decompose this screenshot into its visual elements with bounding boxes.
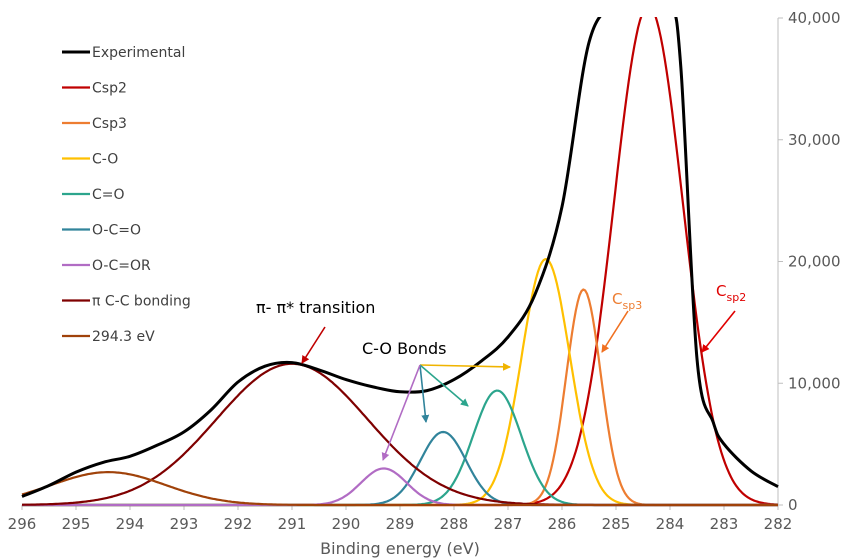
- x-tick-label: 291: [278, 515, 307, 533]
- x-tick-label: 294: [116, 515, 145, 533]
- legend-label-csp3: Csp3: [92, 116, 127, 132]
- x-tick-label: 284: [656, 515, 685, 533]
- csp3-label-sub: sp3: [622, 299, 642, 312]
- x-tick-label: 285: [602, 515, 631, 533]
- y-tick-labels: 0 10,000 20,000 30,000 40,000: [788, 9, 841, 514]
- co-to-o-c-eq-or-arrow: [381, 364, 421, 461]
- x-tick-label: 296: [8, 515, 37, 533]
- csp2-arrow: [701, 310, 736, 353]
- y-tick-label: 20,000: [788, 253, 841, 271]
- legend-label-c-o: C-O: [92, 152, 118, 168]
- y-tick-marks: [778, 17, 783, 506]
- pi-transition-arrow: [301, 326, 326, 364]
- series-line-o-c-or: [22, 467, 778, 507]
- y-tick-label: 40,000: [788, 9, 841, 27]
- co-to-c-o-arrow: [419, 362, 511, 371]
- y-tick-label: 0: [788, 496, 798, 514]
- series-line-o-c-o: [22, 430, 778, 507]
- x-axis-title: Binding energy (eV): [320, 539, 480, 558]
- x-tick-label: 283: [710, 515, 739, 533]
- legend-label-o-c-or: O-C=OR: [92, 258, 151, 274]
- x-tick-label: 290: [332, 515, 361, 533]
- series-line-experimental: [21, 17, 779, 498]
- legend: Experimental Csp2 Csp3 C-O C=O O-C=O O-C=OR π C…: [62, 45, 191, 345]
- csp2-label-sub: sp2: [726, 291, 746, 304]
- x-tick-label: 292: [224, 515, 253, 533]
- csp2-label: Csp2: [716, 282, 746, 304]
- co-to-c-eq-o-arrow: [419, 364, 469, 407]
- csp3-label: Csp3: [612, 290, 642, 312]
- csp3-label-main: C: [612, 290, 622, 308]
- legend-label-c-o: C=O: [92, 187, 125, 203]
- x-tick-label: 293: [170, 515, 199, 533]
- series-line-csp3: [22, 288, 778, 507]
- x-tick-label: 288: [440, 515, 469, 533]
- legend-label-csp2: Csp2: [92, 81, 127, 97]
- x-tick-labels: 296 295 294 293 292 291 290 289 288 287 286 285 284 2…: [8, 515, 793, 533]
- series-line-c-c-bonding: [21, 362, 778, 507]
- y-tick-label: 10,000: [788, 374, 841, 392]
- pi-transition-label: π- π* transition: [256, 298, 375, 317]
- x-tick-label: 286: [548, 515, 577, 533]
- y-tick-label: 30,000: [788, 131, 841, 149]
- x-tick-label: 282: [764, 515, 793, 533]
- series-group: [21, 17, 779, 507]
- co-bonds-label: C-O Bonds: [362, 339, 446, 358]
- x-tick-label: 289: [386, 515, 415, 533]
- csp2-label-main: C: [716, 282, 726, 300]
- x-tick-label: 295: [62, 515, 91, 533]
- legend-label-294-3-ev: 294.3 eV: [92, 329, 155, 345]
- series-line-csp2: [22, 17, 779, 507]
- csp3-arrow: [601, 310, 629, 353]
- legend-label-experimental: Experimental: [92, 45, 185, 61]
- x-tick-label: 287: [494, 515, 523, 533]
- co-to-o-c-eq-o-arrow: [419, 364, 430, 423]
- legend-label-c-c-bonding: π C-C bonding: [92, 294, 191, 310]
- legend-label-o-c-o: O-C=O: [92, 223, 141, 239]
- series-line-294-3-ev: [21, 471, 778, 507]
